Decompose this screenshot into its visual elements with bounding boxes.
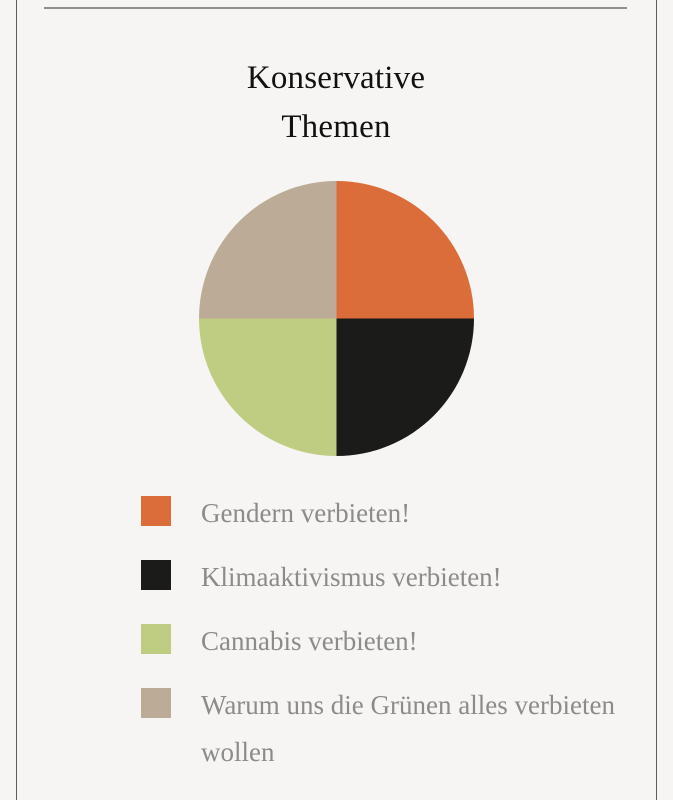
- chart-legend: Gendern verbieten! Klimaaktivismus verbi…: [141, 490, 621, 793]
- legend-swatch: [141, 560, 171, 590]
- legend-item-gruenen: Warum uns die Grünen alles verbieten wol…: [141, 682, 621, 776]
- legend-swatch: [141, 496, 171, 526]
- legend-label: Klimaaktivismus verbieten!: [201, 562, 502, 592]
- chart-title-line-1: Konservative: [246, 60, 426, 96]
- pie-slice-gruenen: [199, 181, 337, 319]
- top-divider: [44, 7, 627, 9]
- pie-slice-gendern: [336, 181, 474, 319]
- chart-title: Konservative Themen: [136, 54, 536, 152]
- card-border-left: [16, 0, 17, 800]
- chart-title-line-2: Themen: [281, 109, 391, 145]
- pie-slice-klimaaktivismus: [336, 318, 474, 456]
- legend-item-klimaaktivismus: Klimaaktivismus verbieten!: [141, 554, 621, 601]
- legend-label: Warum uns die Grünen alles verbieten wol…: [201, 690, 615, 767]
- legend-item-gendern: Gendern verbieten!: [141, 490, 621, 537]
- legend-item-cannabis: Cannabis verbieten!: [141, 618, 621, 665]
- card-border-right: [656, 0, 657, 800]
- legend-swatch: [141, 688, 171, 718]
- pie-chart: [199, 181, 474, 456]
- legend-swatch: [141, 624, 171, 654]
- pie-slice-cannabis: [199, 318, 337, 456]
- legend-label: Cannabis verbieten!: [201, 626, 418, 656]
- legend-label: Gendern verbieten!: [201, 498, 411, 528]
